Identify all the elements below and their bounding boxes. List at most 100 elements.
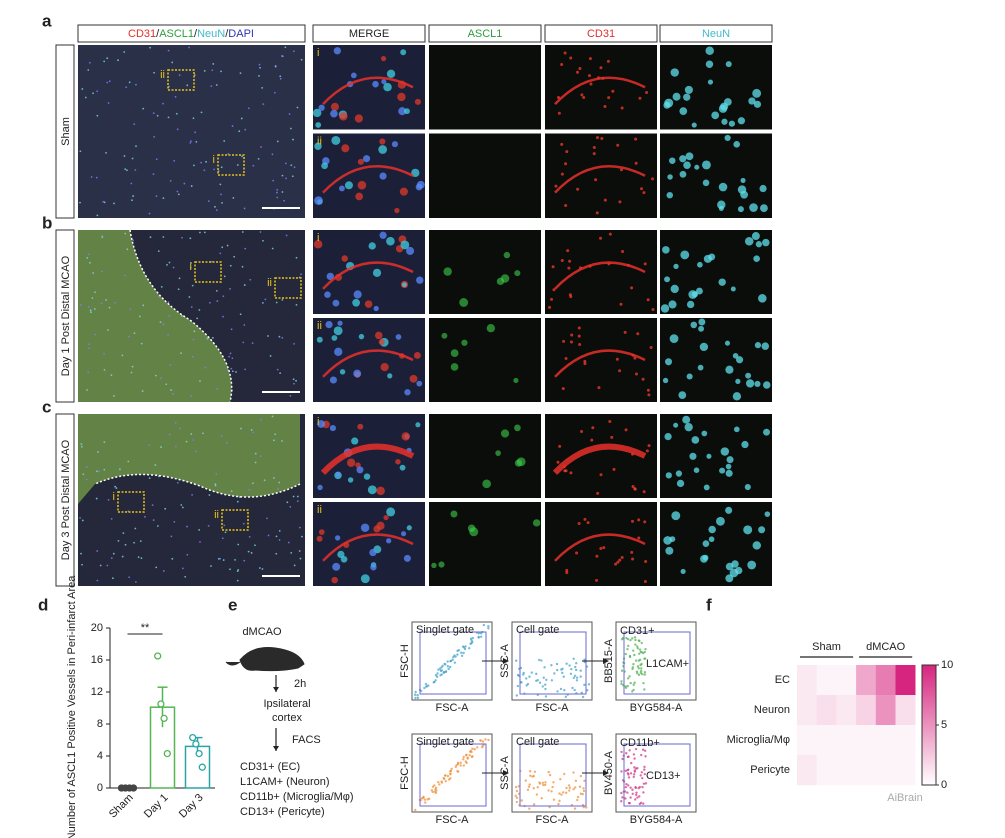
flow-event: [551, 785, 554, 789]
flow-event: [581, 792, 584, 796]
flow-event: [442, 671, 446, 674]
flow-event: [632, 773, 636, 776]
cell-dot: [186, 553, 189, 556]
flow-event: [643, 688, 646, 691]
zoom-dot: [752, 541, 762, 550]
cell-dot: [154, 464, 157, 466]
flow-plot: [615, 733, 697, 813]
zoom-dot: [599, 66, 603, 70]
zoom-dot: [643, 520, 647, 524]
zoom-dot: [603, 104, 607, 108]
zoom-dot: [334, 535, 341, 541]
heatmap-cell: [816, 695, 837, 726]
cell-dot: [175, 112, 178, 115]
zoom-dot: [557, 111, 561, 115]
flow-event: [575, 661, 578, 665]
gate: [419, 743, 487, 807]
cell-dot: [250, 429, 253, 431]
zoom-dot: [438, 561, 445, 568]
flow-event: [626, 791, 629, 794]
data-point: [195, 749, 203, 758]
zoom-dot: [680, 250, 690, 260]
zoom-dot: [560, 142, 564, 146]
zoom-dot: [611, 89, 615, 93]
zoom-dot: [363, 155, 371, 163]
zoom-dot: [514, 270, 521, 277]
cell-dot: [220, 70, 222, 73]
zoom-dot: [744, 483, 751, 491]
cell-dot: [167, 333, 169, 336]
zoom-dot: [394, 207, 400, 214]
zoom-dot: [683, 93, 691, 101]
cell-dot: [221, 201, 223, 204]
flow-event: [586, 689, 589, 692]
flow-event: [434, 679, 437, 682]
cell-dot: [244, 128, 247, 131]
flow-title: Singlet gate: [416, 624, 474, 636]
cell-dot: [166, 263, 168, 266]
cell-dot: [212, 63, 215, 65]
zoom-dot: [565, 571, 569, 575]
zoom-dot: [731, 560, 739, 568]
header-part: /: [194, 28, 198, 40]
flow-event: [457, 648, 461, 652]
cell-dot: [191, 355, 194, 358]
cell-dot: [193, 74, 196, 76]
cell-dot: [157, 250, 160, 253]
zoom-dot: [576, 187, 580, 191]
cell-dot: [219, 252, 222, 255]
row-label: Microglia/Mφ: [727, 734, 790, 746]
cell-dot: [298, 550, 301, 552]
flow-event: [547, 770, 550, 774]
flow-event: [564, 695, 568, 699]
zoom-dot: [347, 477, 354, 483]
zoom-dot: [689, 452, 697, 460]
flow-event: [639, 650, 643, 654]
zoom-dot: [735, 356, 744, 364]
zoom-dot: [386, 538, 392, 544]
flow-event: [640, 662, 643, 666]
zoom-dot: [620, 106, 624, 110]
cell-dot: [165, 383, 168, 386]
flow-event: [625, 782, 628, 786]
cell-dot: [281, 440, 283, 442]
zoom-dot: [416, 180, 425, 189]
cell-dot: [105, 151, 107, 154]
flow-event: [642, 802, 645, 805]
cell-dot: [252, 482, 254, 485]
significance-label: **: [141, 622, 150, 634]
cell-dot: [241, 155, 243, 158]
zoom-dot: [606, 59, 610, 63]
marker-label: CD31+ (EC): [240, 761, 300, 773]
flow-event: [450, 767, 453, 771]
flow-event: [438, 783, 441, 786]
flow-event: [582, 805, 585, 809]
zoom-dot: [558, 444, 562, 448]
cell-dot: [114, 485, 117, 488]
heatmap-cell: [875, 665, 896, 696]
zoom-dot: [745, 372, 752, 379]
cell-dot: [106, 57, 109, 60]
zoom-dot: [578, 343, 582, 347]
zoom-dot: [552, 288, 556, 292]
zoom-dot: [724, 98, 732, 106]
cell-dot: [223, 140, 226, 142]
zoom-dot: [318, 104, 325, 111]
zoom-dot: [496, 277, 505, 286]
flow-ylabel: BV450-A: [603, 750, 615, 795]
cell-dot: [93, 308, 96, 310]
flow-event: [620, 800, 623, 803]
cell-dot: [191, 493, 193, 496]
gate-label: L1CAM+: [646, 658, 689, 670]
flow-xlabel: BYG584-A: [630, 814, 683, 826]
gate-label: CD11b+: [620, 737, 660, 749]
cell-dot: [214, 205, 216, 208]
zoom-dot: [753, 100, 762, 108]
zoom-dot: [740, 190, 749, 199]
zoom-dot: [355, 192, 364, 201]
zoom-dot: [721, 118, 728, 125]
flow-event: [544, 781, 547, 784]
flow-event: [568, 789, 571, 792]
zoom-dot: [612, 467, 616, 471]
zoom-image: [660, 318, 772, 402]
